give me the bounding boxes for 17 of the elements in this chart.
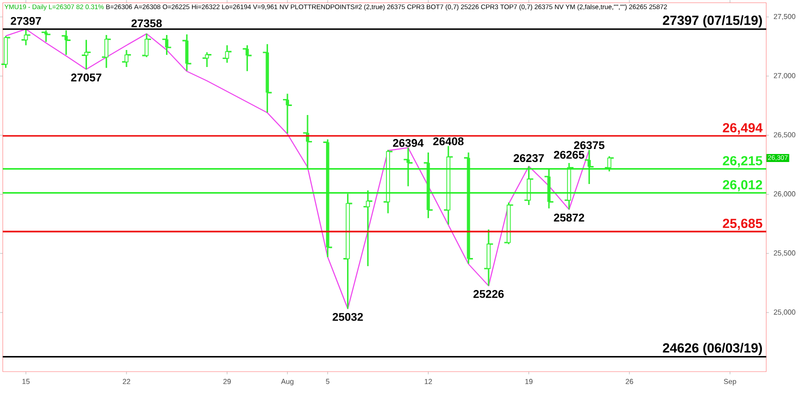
annotation: 26237 [514,154,544,162]
annotation: 27358 [131,19,162,28]
ref-line-label: 25,685 [722,218,762,230]
annotation: 26394 [392,138,424,147]
annotation: 27057 [71,73,102,82]
annotation: 25226 [473,290,504,298]
ref-line-label: 26,012 [722,180,762,192]
ref-line-label: 27397 (07/15/19) [662,15,762,28]
annotation: 26408 [433,137,464,146]
annotation: 25872 [554,214,584,222]
annotation: 25032 [332,312,363,321]
annotation: 26265 [554,150,584,159]
ref-line-label: 24626 (06/03/19) [662,342,762,356]
annotation: 27397 [10,16,41,25]
ref-line-label: 26,215 [722,156,762,168]
ref-line-label: 26,494 [722,122,763,134]
annotation: 26375 [574,141,604,150]
